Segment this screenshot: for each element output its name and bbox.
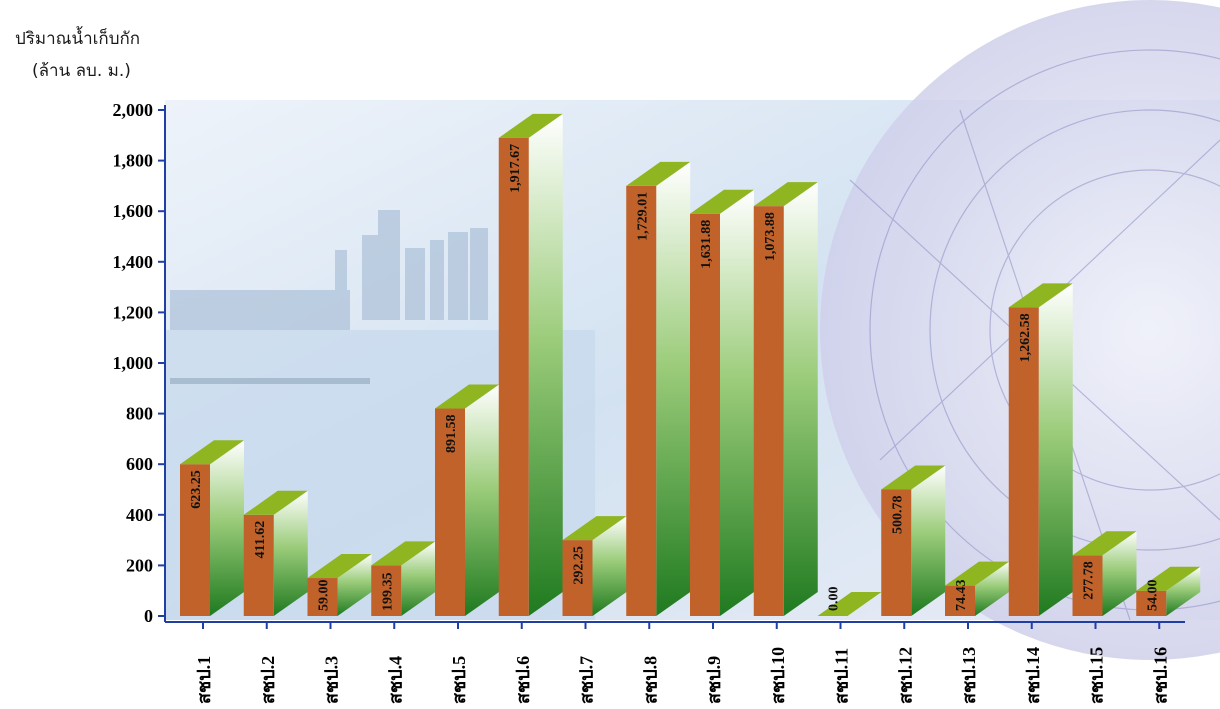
y-tick-label: 2,000 xyxy=(113,100,154,120)
x-category-label: สชป.6 xyxy=(513,656,533,704)
x-category-label: สชป.11 xyxy=(832,648,852,704)
bar-value-label: 0.00 xyxy=(827,587,842,612)
y-tick-label: 1,400 xyxy=(113,252,154,272)
y-axis-unit: (ล้าน ลบ. ม.) xyxy=(32,61,131,81)
bar xyxy=(243,490,308,616)
bar xyxy=(307,554,372,616)
bar xyxy=(945,561,1009,616)
bar-value-label: 500.78 xyxy=(890,496,905,535)
bar-value-label: 277.78 xyxy=(1082,561,1097,600)
x-category-label: สชป.10 xyxy=(768,647,788,704)
y-tick-label: 800 xyxy=(126,404,153,424)
y-tick-label: 0 xyxy=(144,606,153,626)
bar xyxy=(626,161,691,616)
x-category-label: สชป.3 xyxy=(322,656,342,704)
y-axis-title: ปริมาณน้ำเก็บกัก xyxy=(15,26,140,49)
bar-value-label: 1,917.67 xyxy=(508,144,523,193)
x-category-label: สชป.1 xyxy=(194,656,214,704)
x-category-label: สชป.8 xyxy=(640,656,660,704)
bar-value-label: 1,729.01 xyxy=(635,192,650,241)
bar xyxy=(1008,283,1073,616)
x-category-label: สชป.2 xyxy=(258,656,278,704)
y-tick-label: 1,800 xyxy=(113,151,154,171)
x-category-label: สชป.4 xyxy=(385,656,405,704)
bar xyxy=(562,516,627,616)
bar-value-label: 1,631.88 xyxy=(699,220,714,269)
x-category-label: สชป.12 xyxy=(895,647,915,704)
bar-value-label: 54.00 xyxy=(1145,580,1160,612)
bar-value-label: 1,262.58 xyxy=(1018,313,1033,362)
y-tick-label: 1,200 xyxy=(113,302,154,322)
bar-value-label: 891.58 xyxy=(444,415,459,454)
y-tick-label: 1,600 xyxy=(113,201,154,221)
x-category-label: สชป.15 xyxy=(1087,647,1107,704)
bar xyxy=(435,384,499,616)
bar-value-label: 411.62 xyxy=(253,521,268,559)
bar xyxy=(753,182,818,616)
x-category-label: สชป.7 xyxy=(577,656,597,704)
y-tick-label: 1,000 xyxy=(113,353,154,373)
x-category-label: สชป.16 xyxy=(1150,647,1170,704)
bar xyxy=(371,541,436,616)
bar xyxy=(1136,566,1201,616)
bar-value-label: 74.43 xyxy=(954,580,969,612)
bar xyxy=(498,113,563,616)
bar-value-label: 1,073.88 xyxy=(763,212,778,261)
bar xyxy=(881,465,946,616)
bar xyxy=(180,440,244,616)
city-skyline xyxy=(170,210,488,330)
x-category-label: สชป.14 xyxy=(1023,647,1043,704)
bar-value-label: 59.00 xyxy=(317,580,332,612)
bar-value-label: 623.25 xyxy=(189,470,204,509)
bar xyxy=(1072,531,1137,616)
bar-value-label: 292.25 xyxy=(572,546,587,585)
y-tick-label: 400 xyxy=(126,505,153,525)
y-tick-label: 200 xyxy=(126,555,153,575)
x-category-label: สชป.5 xyxy=(449,656,469,704)
bar xyxy=(817,592,882,616)
y-tick-label: 600 xyxy=(126,454,153,474)
x-category-label: สชป.13 xyxy=(959,647,979,704)
x-category-label: สชป.9 xyxy=(704,656,724,704)
bar-value-label: 199.35 xyxy=(380,573,395,612)
bar xyxy=(690,189,754,617)
